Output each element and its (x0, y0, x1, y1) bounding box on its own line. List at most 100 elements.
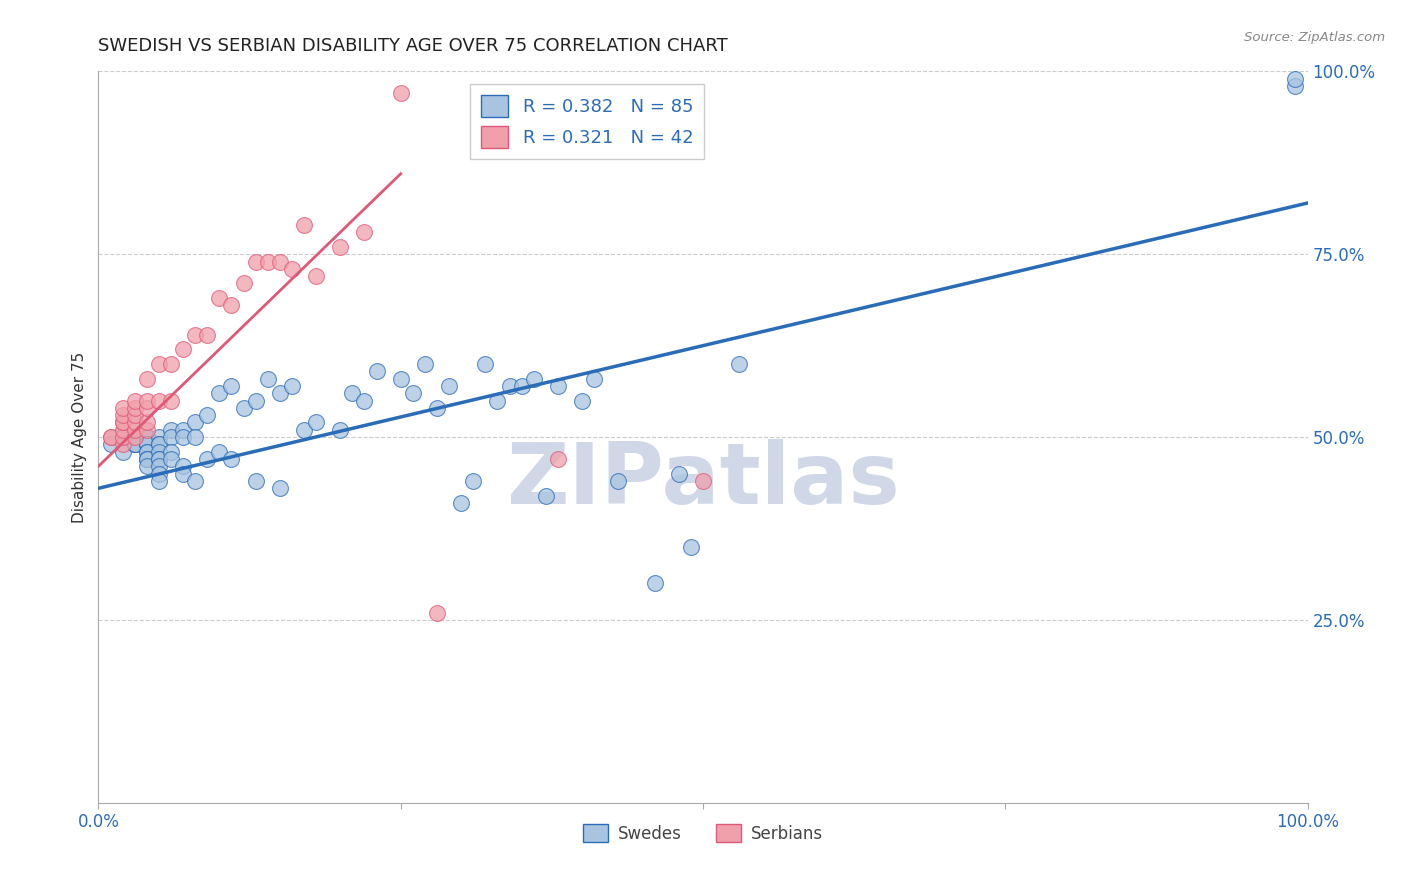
Point (135, 459, 157, 474)
Point (329, 240, 352, 254)
Point (111, 416, 134, 430)
Point (135, 430, 157, 444)
Point (547, 379, 569, 393)
Text: Source: ZipAtlas.com: Source: ZipAtlas.com (1244, 31, 1385, 45)
Point (135, 393, 157, 408)
Point (221, 298, 243, 312)
Point (463, 474, 485, 488)
Point (135, 423, 157, 437)
Point (148, 459, 170, 474)
Point (148, 467, 170, 481)
Point (366, 364, 388, 378)
Point (208, 386, 231, 401)
Text: ZIPatlas: ZIPatlas (506, 440, 900, 523)
Point (148, 452, 170, 467)
Point (305, 416, 328, 430)
Point (245, 393, 267, 408)
Point (195, 408, 218, 422)
Point (124, 430, 146, 444)
Point (184, 327, 207, 342)
Point (111, 430, 134, 444)
Point (256, 371, 278, 385)
Point (534, 489, 557, 503)
Point (148, 437, 170, 451)
Point (389, 87, 412, 101)
Point (172, 459, 194, 474)
Point (148, 444, 170, 458)
Point (124, 430, 146, 444)
Point (281, 261, 304, 276)
Point (232, 277, 254, 291)
Point (111, 408, 134, 422)
Point (644, 576, 666, 591)
Point (160, 423, 183, 437)
Point (329, 423, 352, 437)
Point (148, 474, 170, 488)
Point (256, 254, 278, 268)
Point (124, 430, 146, 444)
Point (111, 430, 134, 444)
Point (353, 393, 375, 408)
Point (135, 452, 157, 467)
Point (450, 496, 472, 510)
Point (510, 379, 533, 393)
Point (135, 437, 157, 451)
Point (172, 343, 194, 357)
Point (221, 379, 243, 393)
Point (547, 452, 569, 467)
Point (172, 423, 194, 437)
Point (160, 444, 183, 458)
Point (160, 430, 183, 444)
Point (135, 430, 157, 444)
Point (342, 386, 364, 401)
Point (135, 444, 157, 458)
Point (486, 393, 509, 408)
Point (124, 416, 146, 430)
Point (148, 452, 170, 467)
Point (111, 437, 134, 451)
Point (135, 452, 157, 467)
Point (124, 437, 146, 451)
Point (172, 467, 194, 481)
Point (148, 437, 170, 451)
Point (160, 357, 183, 371)
Point (184, 474, 207, 488)
Point (148, 430, 170, 444)
Point (607, 474, 630, 488)
Point (160, 452, 183, 467)
Point (281, 379, 304, 393)
Point (100, 430, 122, 444)
Point (245, 474, 267, 488)
Point (111, 416, 134, 430)
Point (124, 437, 146, 451)
Point (135, 452, 157, 467)
Point (195, 327, 218, 342)
Point (124, 423, 146, 437)
Point (269, 254, 291, 268)
Point (172, 430, 194, 444)
Point (124, 393, 146, 408)
Point (668, 467, 690, 481)
Point (245, 254, 267, 268)
Point (135, 401, 157, 415)
Point (208, 444, 231, 458)
Point (148, 357, 170, 371)
Point (232, 401, 254, 415)
Point (111, 423, 134, 437)
Point (135, 437, 157, 451)
Point (124, 401, 146, 415)
Point (498, 379, 520, 393)
Point (292, 218, 315, 232)
Point (426, 401, 449, 415)
Point (208, 291, 231, 305)
Point (135, 416, 157, 430)
Point (389, 371, 412, 385)
Point (100, 430, 122, 444)
Point (679, 540, 702, 554)
Point (111, 401, 134, 415)
Point (184, 430, 207, 444)
Point (184, 416, 207, 430)
Point (124, 437, 146, 451)
Point (1284, 78, 1306, 93)
Point (135, 437, 157, 451)
